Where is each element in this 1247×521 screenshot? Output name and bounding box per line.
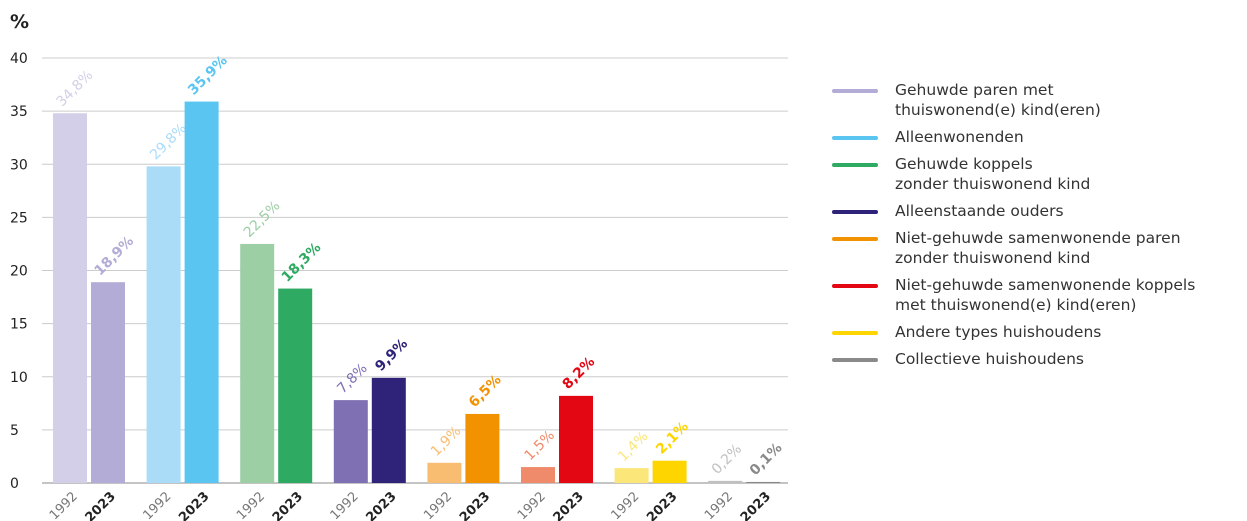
- value-label: 34,8%: [54, 67, 97, 110]
- bar: [652, 460, 687, 483]
- legend-swatch: [832, 163, 878, 167]
- bar: [53, 113, 87, 483]
- x-tick-label: 1992: [421, 489, 455, 521]
- y-tick-label: 35: [10, 104, 28, 120]
- legend-swatch: [832, 89, 878, 93]
- value-label: 35,9%: [185, 53, 231, 99]
- legend-item: Niet-gehuwde samenwonende paren zonder t…: [832, 228, 1247, 268]
- legend-swatch: [832, 237, 878, 241]
- x-tick-label: 1992: [608, 489, 642, 521]
- y-tick-label: 10: [10, 370, 28, 386]
- y-tick-label: 20: [10, 264, 28, 280]
- legend-item: Andere types huishoudens: [832, 322, 1247, 342]
- y-tick-label: 30: [10, 157, 28, 173]
- x-tick-label: 2023: [176, 489, 212, 521]
- bar: [427, 462, 462, 483]
- x-tick-label: 1992: [702, 489, 736, 521]
- x-tick-label: 2023: [363, 489, 399, 521]
- y-tick-label: 25: [10, 210, 28, 226]
- x-tick-label: 1992: [515, 489, 549, 521]
- legend-label: Niet-gehuwde samenwonende paren zonder t…: [895, 229, 1181, 267]
- x-tick-label: 1992: [234, 489, 268, 521]
- legend-item: Niet-gehuwde samenwonende koppels met th…: [832, 275, 1247, 315]
- legend-item: Alleenwonenden: [832, 127, 1247, 147]
- bar: [708, 480, 743, 483]
- legend-swatch: [832, 331, 878, 335]
- value-label: 2,1%: [653, 419, 692, 458]
- legend-swatch: [832, 210, 878, 214]
- legend-label: Niet-gehuwde samenwonende koppels met th…: [895, 276, 1196, 314]
- bar: [371, 377, 406, 483]
- legend-swatch: [832, 284, 878, 288]
- legend-label: Collectieve huishoudens: [895, 350, 1084, 368]
- value-label: 18,9%: [92, 233, 138, 279]
- chart: % 0 5 10 15 20 25 30 35 40 34,8% 1992 18,9% 2023 29,8…: [10, 11, 788, 521]
- value-label: 1,4%: [615, 428, 651, 464]
- bar: [465, 413, 500, 483]
- legend-swatch: [832, 358, 878, 362]
- bar: [521, 467, 555, 483]
- x-tick-label: 1992: [140, 489, 174, 521]
- x-tick-label: 2023: [457, 489, 493, 521]
- bar: [746, 481, 781, 483]
- bar: [614, 468, 649, 483]
- value-label: 6,5%: [466, 372, 505, 411]
- value-label: 29,8%: [147, 120, 190, 163]
- legend-label: Alleenwonenden: [895, 128, 1024, 146]
- y-tick-label: 5: [10, 423, 19, 439]
- x-tick-label: 2023: [551, 489, 587, 521]
- legend-item: Gehuwde paren met thuiswonend(e) kind(er…: [832, 80, 1247, 120]
- bar: [333, 400, 368, 483]
- bar: [240, 243, 275, 483]
- x-tick-label: 2023: [738, 489, 774, 521]
- x-tick-label: 2023: [270, 489, 306, 521]
- y-tick-label: 40: [10, 51, 28, 67]
- value-label: 0,1%: [747, 440, 786, 479]
- x-tick-label: 1992: [328, 489, 362, 521]
- legend-item: Collectieve huishoudens: [832, 349, 1247, 369]
- value-label: 1,5%: [522, 427, 558, 463]
- value-label: 9,9%: [372, 336, 411, 375]
- legend-item: Alleenstaande ouders: [832, 201, 1247, 221]
- value-label: 1,9%: [428, 423, 464, 459]
- bar: [278, 288, 313, 483]
- value-label: 7,8%: [334, 360, 370, 396]
- x-tick-label: 1992: [47, 489, 81, 521]
- legend-item: Gehuwde koppels zonder thuiswonend kind: [832, 154, 1247, 194]
- bar: [559, 395, 593, 483]
- y-axis-label: %: [10, 11, 29, 33]
- y-tick-label: 15: [10, 317, 28, 333]
- value-label: 0,2%: [709, 441, 745, 477]
- legend-label: Gehuwde paren met thuiswonend(e) kind(er…: [895, 81, 1101, 119]
- value-label: 18,3%: [279, 240, 325, 286]
- x-tick-label: 2023: [644, 489, 680, 521]
- bar: [146, 166, 181, 483]
- bar: [91, 282, 125, 483]
- bar: [184, 101, 219, 483]
- legend-swatch: [832, 136, 878, 140]
- x-tick-label: 2023: [83, 489, 119, 521]
- legend-label: Alleenstaande ouders: [895, 202, 1064, 220]
- legend-label: Gehuwde koppels zonder thuiswonend kind: [895, 155, 1091, 193]
- y-tick-label: 0: [10, 476, 19, 492]
- legend-label: Andere types huishoudens: [895, 323, 1102, 341]
- value-label: 8,2%: [560, 354, 599, 393]
- value-label: 22,5%: [241, 198, 284, 241]
- legend: Gehuwde paren met thuiswonend(e) kind(er…: [832, 80, 1247, 376]
